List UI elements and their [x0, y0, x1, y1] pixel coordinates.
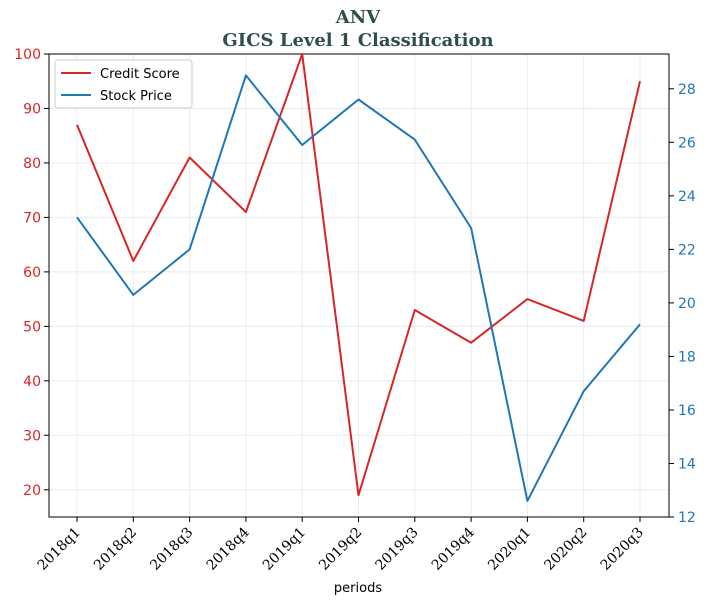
- right-tick-label-12: 12: [678, 510, 696, 526]
- right-tick-label-14: 14: [678, 456, 696, 472]
- x-tick-label-2018q3: 2018q3: [147, 525, 196, 574]
- x-tick-label-2018q1: 2018q1: [35, 525, 84, 574]
- x-axis-ticks: 2018q1 2018q2 2018q3 2018q4 2019q1 2019q2 2019…: [35, 517, 647, 574]
- series-group: [76, 53, 641, 502]
- right-tick-label-28: 28: [678, 82, 696, 98]
- right-tick-label-24: 24: [678, 189, 696, 205]
- left-tick-label-50: 50: [23, 319, 41, 335]
- x-tick-label-2020q3: 2020q3: [598, 525, 647, 574]
- right-axis-ticks: 12 14 16 18 20 22 24 26 28: [669, 82, 696, 526]
- left-tick-label-90: 90: [23, 101, 41, 117]
- left-tick-label-100: 100: [14, 47, 41, 63]
- left-tick-label-60: 60: [23, 265, 41, 281]
- x-tick-label-2019q3: 2019q3: [372, 525, 421, 574]
- right-tick-label-18: 18: [678, 349, 696, 365]
- left-tick-label-40: 40: [23, 374, 41, 390]
- series-line-credit-score: [76, 53, 641, 497]
- left-tick-label-20: 20: [23, 483, 41, 499]
- x-tick-label-2018q4: 2018q4: [204, 524, 253, 573]
- legend: Credit Score Stock Price: [54, 59, 193, 109]
- x-tick-label-2020q1: 2020q1: [485, 525, 534, 574]
- right-tick-label-26: 26: [678, 135, 696, 151]
- chart-title: ANV: [335, 7, 381, 28]
- x-tick-label-2019q2: 2019q2: [316, 525, 365, 574]
- x-axis-label: periods: [334, 581, 382, 596]
- chart-subtitle: GICS Level 1 Classification: [222, 30, 493, 51]
- right-tick-label-16: 16: [678, 403, 696, 419]
- x-tick-label-2019q1: 2019q1: [260, 525, 309, 574]
- right-tick-label-20: 20: [678, 296, 696, 312]
- series-line-stock-price: [76, 74, 641, 502]
- left-tick-label-80: 80: [23, 156, 41, 172]
- left-axis-ticks: 20 30 40 50 60 70 80 90 100: [14, 47, 49, 499]
- legend-label-credit-score: Credit Score: [100, 67, 180, 82]
- right-tick-label-22: 22: [678, 242, 696, 258]
- x-tick-label-2020q2: 2020q2: [541, 525, 590, 574]
- left-tick-label-70: 70: [23, 210, 41, 226]
- grid: [49, 53, 669, 517]
- left-tick-label-30: 30: [23, 428, 41, 444]
- x-tick-label-2019q4: 2019q4: [429, 524, 478, 573]
- legend-label-stock-price: Stock Price: [100, 89, 172, 104]
- x-tick-label-2018q2: 2018q2: [91, 525, 140, 574]
